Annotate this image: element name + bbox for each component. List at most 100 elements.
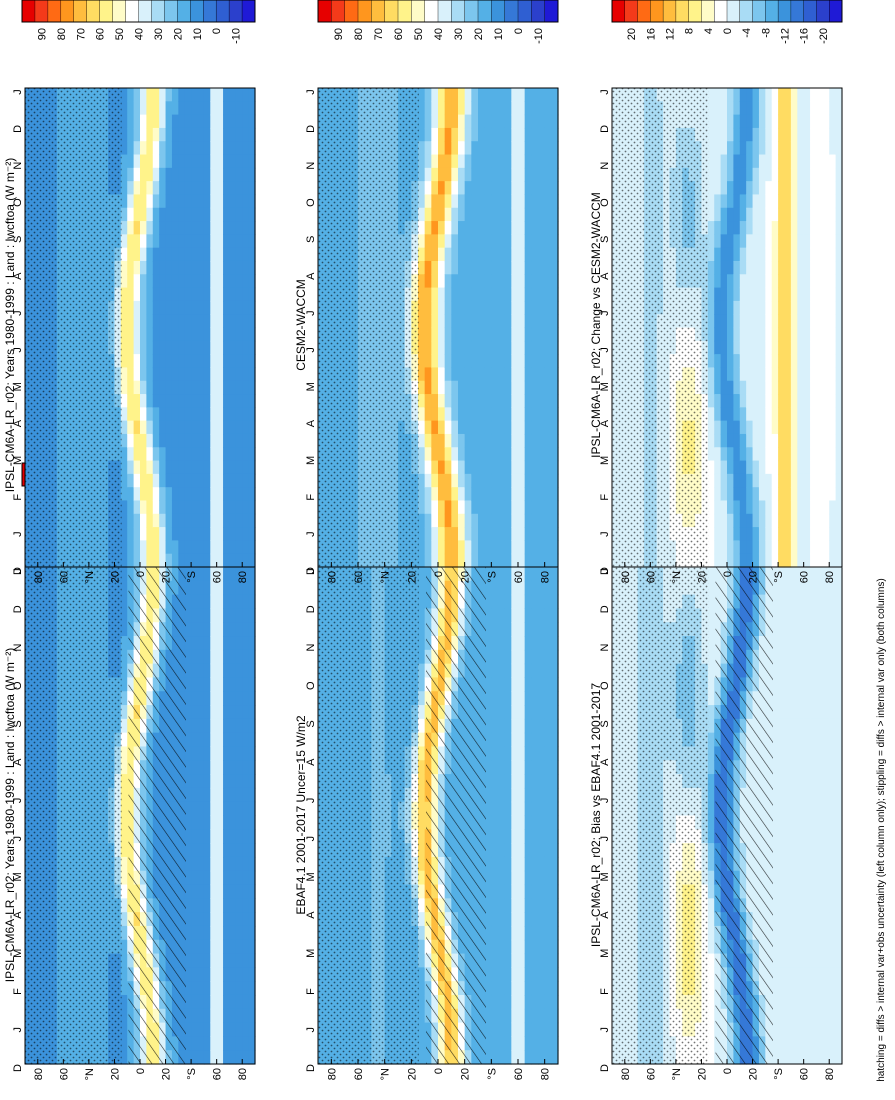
field-cell	[152, 247, 160, 262]
field-cell	[120, 774, 128, 789]
field-cell	[504, 567, 512, 582]
field-cell	[165, 367, 173, 382]
field-cell	[484, 636, 492, 651]
lat-tick-label: 0	[135, 1068, 147, 1074]
field-cell	[816, 898, 824, 913]
field-cell	[822, 856, 830, 872]
field-cell	[197, 580, 205, 596]
field-cell	[835, 580, 843, 596]
field-cell	[146, 473, 154, 488]
field-cell	[822, 732, 830, 748]
field-cell	[524, 1022, 532, 1037]
field-cell	[229, 787, 237, 803]
field-cell	[127, 433, 135, 448]
field-cell	[551, 580, 559, 596]
field-cell	[184, 127, 192, 142]
month-tick-label: J	[599, 1027, 611, 1033]
month-tick-label: D	[599, 605, 611, 613]
field-cell	[120, 801, 128, 817]
field-cell	[835, 774, 843, 789]
field-cell	[531, 912, 539, 927]
field-cell	[229, 939, 237, 955]
field-cell	[152, 181, 160, 196]
field-cell	[418, 981, 426, 996]
field-cell	[146, 540, 154, 555]
field-cell	[197, 608, 205, 623]
field-cell	[790, 843, 798, 858]
field-cell	[152, 340, 160, 355]
field-cell	[790, 801, 798, 817]
field-cell	[223, 967, 231, 982]
field-cell	[242, 843, 250, 858]
field-cell	[235, 1022, 243, 1037]
field-cell	[810, 981, 818, 996]
field-cell	[822, 1008, 830, 1024]
field-cell	[771, 815, 779, 830]
field-cell	[210, 608, 218, 623]
field-cell	[491, 732, 499, 748]
field-cell	[210, 746, 218, 761]
field-cell	[184, 580, 192, 596]
field-cell	[784, 636, 792, 651]
field-cell	[229, 953, 237, 968]
field-cell	[784, 912, 792, 927]
field-cell	[165, 327, 173, 342]
field-cell	[524, 994, 532, 1010]
field-cell	[816, 1036, 824, 1051]
field-cell	[803, 663, 811, 679]
field-cell	[229, 567, 237, 582]
field-cell	[778, 1008, 786, 1024]
field-cell	[784, 774, 792, 789]
field-cell	[191, 760, 199, 775]
field-cell	[829, 1036, 837, 1051]
field-cell	[524, 884, 532, 899]
field-cell	[544, 608, 552, 623]
field-cell	[152, 127, 160, 142]
field-cell	[191, 677, 199, 692]
field-cell	[184, 925, 192, 941]
field-cell	[518, 967, 526, 982]
field-cell	[551, 856, 559, 872]
field-cell	[810, 718, 818, 734]
field-cell	[790, 677, 798, 692]
field-cell	[133, 194, 141, 209]
field-cell	[210, 718, 218, 734]
field-cell	[518, 705, 526, 720]
field-cell	[511, 774, 519, 789]
field-cell	[152, 500, 160, 515]
field-cell	[120, 1008, 128, 1024]
field-cell	[235, 898, 243, 913]
field-cell	[171, 327, 179, 342]
field-cell	[778, 981, 786, 996]
field-cell	[498, 994, 506, 1010]
field-cell	[803, 594, 811, 610]
field-cell	[511, 1008, 519, 1024]
field-cell	[184, 994, 192, 1010]
field-cell	[551, 870, 559, 886]
field-cell	[171, 127, 179, 142]
field-cell	[133, 473, 141, 488]
field-cell	[707, 953, 715, 968]
field-cell	[140, 513, 147, 528]
field-cell	[210, 967, 218, 982]
field-cell	[418, 898, 426, 913]
field-cell	[771, 925, 779, 941]
field-cell	[771, 1008, 779, 1024]
field-cell	[418, 732, 426, 748]
field-cell	[484, 1050, 492, 1065]
field-cell	[491, 870, 499, 886]
field-cell	[810, 787, 818, 803]
field-cell	[191, 898, 199, 913]
field-cell	[524, 856, 532, 872]
field-cell	[248, 925, 256, 941]
field-cell	[178, 181, 186, 196]
field-cell	[524, 912, 532, 927]
field-cell	[518, 925, 526, 941]
field-cell	[491, 622, 499, 637]
field-cell	[152, 141, 160, 156]
field-cell	[229, 1008, 237, 1024]
field-cell	[531, 608, 539, 623]
field-cell	[223, 1050, 231, 1065]
field-cell	[531, 718, 539, 734]
field-cell	[538, 815, 546, 830]
